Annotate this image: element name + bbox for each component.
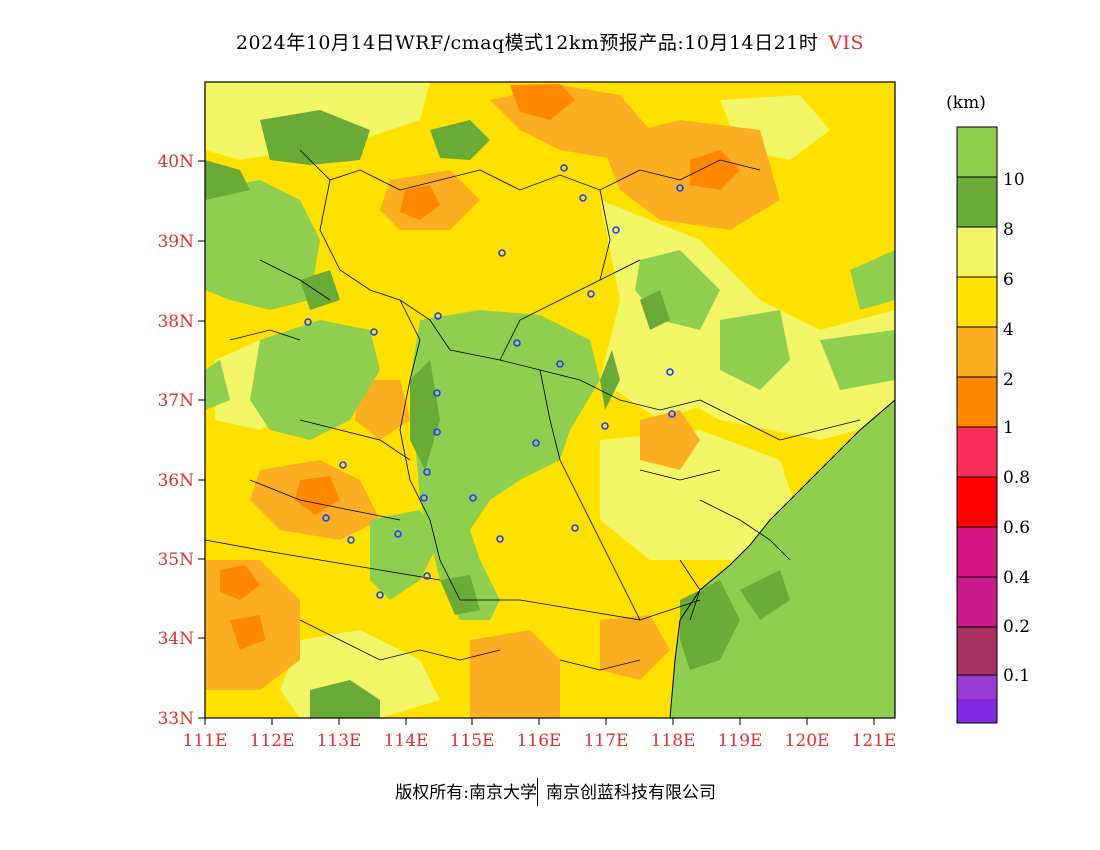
city-marker [676,184,684,192]
colorbar-tick-label: 0.1 [1003,666,1030,686]
colorbar-bin [957,427,997,477]
city-marker [612,226,620,234]
city-marker [433,428,441,436]
city-marker [423,572,431,580]
lat-label: 33N [157,709,194,729]
lat-label: 36N [157,471,194,491]
colorbar-ticks: 10 8 6 4 2 1 0.8 0.6 0.4 0.2 0.1 [1003,170,1030,686]
city-marker [394,530,402,538]
lon-label: 115E [450,731,495,751]
city-marker [322,514,330,522]
colorbar-bin [957,627,997,675]
map-title: 2024年10月14日WRF/cmaq模式12km预报产品:10月14日21时 V… [0,28,1100,55]
footer-company: 南京创蓝科技有限公司 [546,783,716,803]
city-marker [498,249,506,257]
colorbar-unit: (km) [946,93,986,113]
city-marker [571,524,579,532]
lat-labels: 40N 39N 38N 37N 36N 35N 34N 33N [157,152,194,729]
city-marker [666,368,674,376]
colorbar-tick-label: 10 [1003,170,1025,190]
colorbar-tick-label: 8 [1003,220,1014,240]
lon-labels: 111E 112E 113E 114E 115E 116E 117E 118E … [183,731,897,751]
city-marker [513,339,521,347]
lat-label: 40N [157,152,194,172]
lon-label: 111E [183,731,228,751]
city-marker [304,318,312,326]
colorbar-tick-label: 0.6 [1003,518,1030,538]
colorbar-bin [957,277,997,327]
colorbar-tick-label: 0.4 [1003,568,1030,588]
lat-label: 35N [157,550,194,570]
city-marker [420,494,428,502]
footer-divider [537,778,538,806]
colorbar-bin [957,377,997,427]
city-marker [587,290,595,298]
city-marker [423,468,431,476]
lon-label: 119E [718,731,763,751]
colorbar-bin [957,227,997,277]
colorbar-bin [957,477,997,527]
colorbar-tick-label: 6 [1003,270,1014,290]
city-marker [469,494,477,502]
lon-label: 112E [250,731,295,751]
lon-label: 121E [852,731,897,751]
city-marker [532,439,540,447]
city-marker [668,410,676,418]
footer: 版权所有:南京大学 南京创蓝科技有限公司 [0,778,1100,808]
city-marker [496,535,504,543]
city-marker [339,461,347,469]
city-marker [579,194,587,202]
footer-copyright: 版权所有:南京大学 [395,783,537,803]
lat-ticks [198,160,205,719]
colorbar-tick-label: 4 [1003,320,1014,340]
city-markers [304,164,684,599]
city-marker [376,591,384,599]
colorbar-tick-label: 1 [1003,418,1014,438]
city-marker [556,360,564,368]
city-marker [433,389,441,397]
visibility-field [205,82,895,718]
colorbar-bin [957,699,997,723]
city-marker [347,536,355,544]
lon-label: 117E [584,731,629,751]
city-marker [601,422,609,430]
lat-label: 38N [157,312,194,332]
colorbar-bin [957,177,997,227]
city-marker [434,312,442,320]
lon-label: 114E [384,731,429,751]
lat-label: 37N [157,391,194,411]
colorbar-tick-label: 2 [1003,370,1014,390]
city-marker [560,164,568,172]
city-marker [370,328,378,336]
lat-label: 34N [157,629,194,649]
border-lines [205,149,861,671]
colorbar-bin [957,527,997,577]
colorbar [956,126,998,724]
colorbar-bin [957,675,997,699]
colorbar-bin [957,327,997,377]
colorbar-bin [957,127,997,177]
lon-label: 120E [785,731,830,751]
lon-label: 113E [317,731,362,751]
title-main: 2024年10月14日WRF/cmaq模式12km预报产品:10月14日21时 [235,32,819,54]
lon-ticks [204,718,875,725]
colorbar-bin [957,577,997,627]
lat-label: 39N [157,232,194,252]
colorbar-tick-label: 0.2 [1003,617,1030,637]
title-variable: VIS [828,32,865,54]
lon-label: 116E [517,731,562,751]
lon-label: 118E [651,731,696,751]
colorbar-tick-label: 0.8 [1003,468,1030,488]
